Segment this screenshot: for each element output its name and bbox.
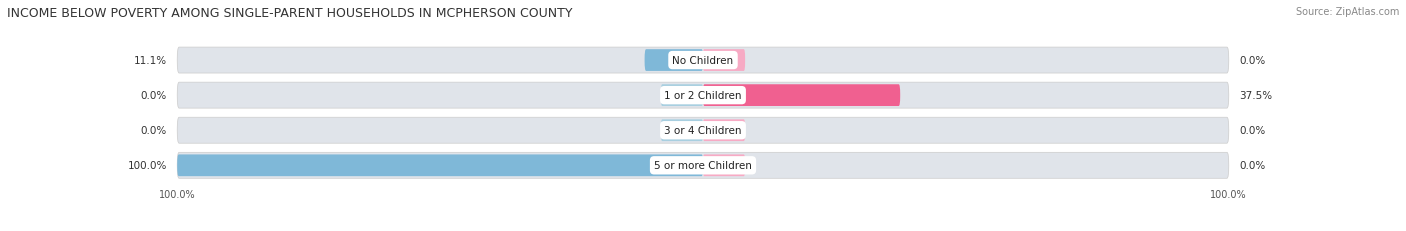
- FancyBboxPatch shape: [703, 85, 900, 106]
- Text: 0.0%: 0.0%: [1239, 126, 1265, 136]
- FancyBboxPatch shape: [703, 155, 745, 176]
- FancyBboxPatch shape: [703, 50, 745, 72]
- Text: 5 or more Children: 5 or more Children: [654, 161, 752, 170]
- Text: 0.0%: 0.0%: [141, 91, 167, 101]
- FancyBboxPatch shape: [177, 48, 1229, 74]
- FancyBboxPatch shape: [644, 50, 703, 72]
- FancyBboxPatch shape: [661, 120, 703, 141]
- Text: 100.0%: 100.0%: [128, 161, 167, 170]
- Text: 37.5%: 37.5%: [1239, 91, 1272, 101]
- Text: 3 or 4 Children: 3 or 4 Children: [664, 126, 742, 136]
- FancyBboxPatch shape: [177, 83, 1229, 109]
- FancyBboxPatch shape: [177, 153, 1229, 179]
- Text: 0.0%: 0.0%: [141, 126, 167, 136]
- Text: 1 or 2 Children: 1 or 2 Children: [664, 91, 742, 101]
- FancyBboxPatch shape: [177, 118, 1229, 144]
- FancyBboxPatch shape: [661, 85, 703, 106]
- Text: 11.1%: 11.1%: [134, 56, 167, 66]
- Text: INCOME BELOW POVERTY AMONG SINGLE-PARENT HOUSEHOLDS IN MCPHERSON COUNTY: INCOME BELOW POVERTY AMONG SINGLE-PARENT…: [7, 7, 572, 20]
- Text: No Children: No Children: [672, 56, 734, 66]
- FancyBboxPatch shape: [177, 155, 703, 176]
- Text: 0.0%: 0.0%: [1239, 161, 1265, 170]
- Text: 0.0%: 0.0%: [1239, 56, 1265, 66]
- Text: Source: ZipAtlas.com: Source: ZipAtlas.com: [1295, 7, 1399, 17]
- FancyBboxPatch shape: [703, 120, 745, 141]
